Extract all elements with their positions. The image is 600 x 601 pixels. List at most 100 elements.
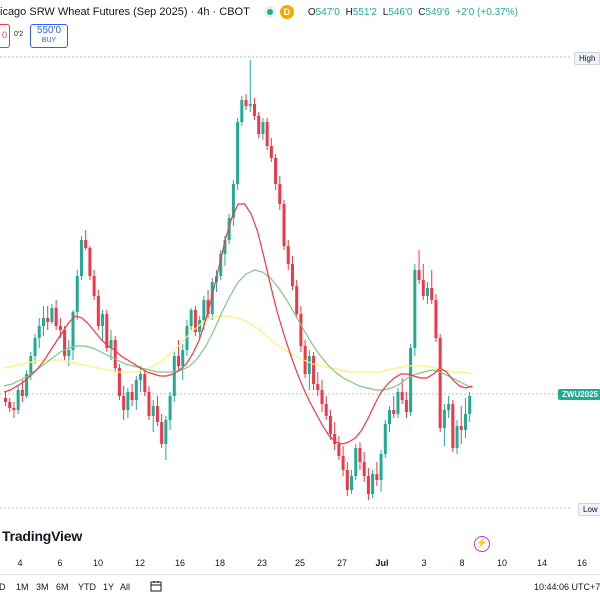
candle-body [134, 380, 138, 400]
candle-body [248, 104, 252, 106]
candle-body [413, 270, 417, 348]
candle-body [269, 146, 273, 158]
candle-body [41, 318, 45, 326]
time-tick: 10 [92, 558, 104, 568]
calendar-icon[interactable] [150, 580, 162, 592]
range-button-1m[interactable]: 1M [16, 582, 29, 592]
candle-body [350, 476, 354, 490]
candle-body [109, 340, 113, 348]
candle-body [143, 374, 147, 392]
candle-body [290, 264, 294, 286]
time-tick: 16 [576, 558, 588, 568]
candle-body [430, 288, 434, 300]
candle-body [409, 348, 413, 412]
candle-body [438, 338, 442, 428]
candle-body [130, 392, 134, 400]
candle-body [341, 456, 345, 470]
high-label: H [345, 6, 353, 18]
low-tag: Low [578, 503, 600, 516]
range-button-6m[interactable]: 6M [56, 582, 69, 592]
low-value: 546'0 [388, 6, 413, 18]
time-axis[interactable]: 4 6 10 12 16 18 23 25 27 Jul 3 8 10 14 16 [0, 556, 600, 570]
trade-buttons: 0 0'2 550'0 BUY [0, 24, 120, 48]
buy-button[interactable]: 550'0 BUY [30, 24, 68, 48]
candle-body [181, 350, 185, 366]
time-tick: 12 [134, 558, 146, 568]
candle-body [117, 368, 121, 396]
ohlc-values: O547'0 H551'2 L546'0 C549'6 +2'0 (+0.37%… [308, 7, 521, 18]
candle-body [63, 330, 67, 356]
low-label: L [382, 6, 389, 18]
candle-body [282, 204, 286, 246]
d-badge[interactable]: D [279, 5, 294, 19]
symbol-title[interactable]: icago SRW Wheat Futures (Sep 2025) · 4h … [0, 6, 250, 18]
candle-body [177, 356, 181, 366]
candle-body [25, 374, 29, 396]
candle-body [244, 100, 248, 106]
candle-body [139, 374, 143, 380]
range-button-3m[interactable]: 3M [36, 582, 49, 592]
candle-body [362, 462, 366, 476]
range-button-5d[interactable]: 5D [0, 582, 6, 592]
candle-body [299, 314, 303, 346]
candle-body [434, 300, 438, 338]
candle-body [122, 396, 126, 410]
candle-body [366, 476, 370, 494]
candles [4, 60, 472, 500]
candle-body [324, 404, 328, 416]
time-tick: 3 [421, 558, 427, 568]
candle-body [320, 390, 324, 404]
bottom-toolbar: 10:44:06 UTC+7 5D 1M 3M 6M YTD 1Y All [0, 574, 600, 601]
candle-body [92, 276, 96, 296]
candle-body [468, 396, 472, 414]
candle-body [354, 448, 358, 476]
time-tick: 23 [256, 558, 268, 568]
candle-body [189, 310, 193, 326]
candle-body [185, 326, 189, 350]
candle-body [451, 404, 455, 448]
candle-body [257, 116, 261, 134]
candle-body [67, 350, 71, 356]
close-label: C [418, 6, 426, 18]
close-value: 549'6 [425, 6, 450, 18]
candle-body [105, 314, 109, 348]
candle-body [278, 184, 282, 204]
symbol-price-tag: ZWU2025 [558, 389, 600, 400]
buy-label: BUY [41, 37, 57, 44]
candle-body [252, 104, 256, 116]
candle-body [198, 320, 202, 332]
candle-body [447, 404, 451, 410]
clock[interactable]: 10:44:06 UTC+7 [534, 582, 600, 592]
sell-button[interactable]: 0 [0, 24, 10, 48]
candle-body [8, 402, 12, 408]
buy-price: 550'0 [36, 25, 62, 36]
range-button-all[interactable]: All [120, 582, 131, 592]
candle-body [20, 390, 24, 396]
candle-body [328, 416, 332, 434]
candle-body [46, 318, 50, 322]
candle-body [29, 356, 33, 374]
candle-body [375, 474, 379, 480]
candle-body [155, 406, 159, 422]
range-button-1y[interactable]: 1Y [103, 582, 115, 592]
candle-body [463, 414, 467, 430]
candle-body [274, 158, 278, 184]
open-value: 547'0 [315, 6, 340, 18]
high-value: 551'2 [352, 6, 377, 18]
time-tick: 27 [336, 558, 348, 568]
candle-body [206, 300, 210, 314]
candle-body [113, 340, 117, 368]
candle-body [240, 100, 244, 122]
candle-body [193, 310, 197, 332]
candle-body [168, 396, 172, 420]
lightning-icon[interactable]: ⚡ [474, 536, 490, 552]
tradingview-logo: TradingView [2, 528, 83, 544]
time-tick: Jul [375, 558, 389, 568]
candle-body [16, 390, 20, 410]
time-tick: 18 [214, 558, 226, 568]
candle-body [312, 356, 316, 384]
candle-body [58, 326, 62, 330]
range-button-ytd[interactable]: YTD [78, 582, 96, 592]
time-tick: 8 [459, 558, 465, 568]
